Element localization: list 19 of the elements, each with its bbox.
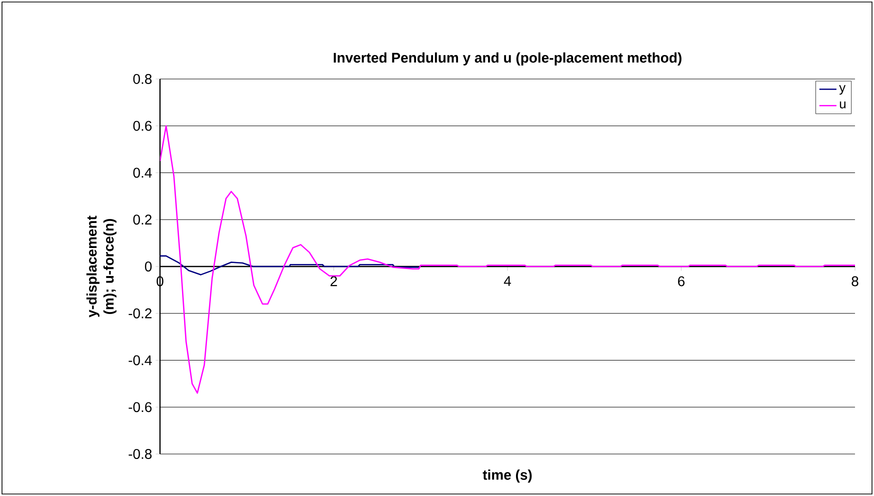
y-tick-label: 0.6: [133, 120, 152, 131]
legend-label: y: [839, 85, 846, 95]
y-tick-label: 0.2: [133, 214, 152, 225]
x-tick-label: 4: [504, 276, 511, 286]
x-tick-label: 6: [678, 276, 685, 286]
y-tick-label: -0.6: [128, 402, 152, 412]
y-axis-title: y-displacement (m); u-force(n): [86, 216, 116, 318]
y-tick-label: -0.2: [128, 308, 152, 318]
y-tick-label: 0.4: [133, 168, 152, 178]
legend-label: u: [840, 101, 846, 108]
x-tick-label: 8: [852, 276, 858, 286]
y-tick-label: -0.8: [128, 449, 152, 459]
x-axis-title: time (s): [482, 470, 532, 483]
y-tick-label: 0.8: [133, 74, 152, 84]
x-tick-label: 2: [330, 276, 337, 286]
y-tick-label: 0: [144, 262, 152, 272]
line-series: [160, 255, 420, 276]
chart-title: Inverted Pendulum y and u (pole-placement method): [334, 52, 682, 66]
y-tick-label: -0.4: [128, 355, 152, 366]
